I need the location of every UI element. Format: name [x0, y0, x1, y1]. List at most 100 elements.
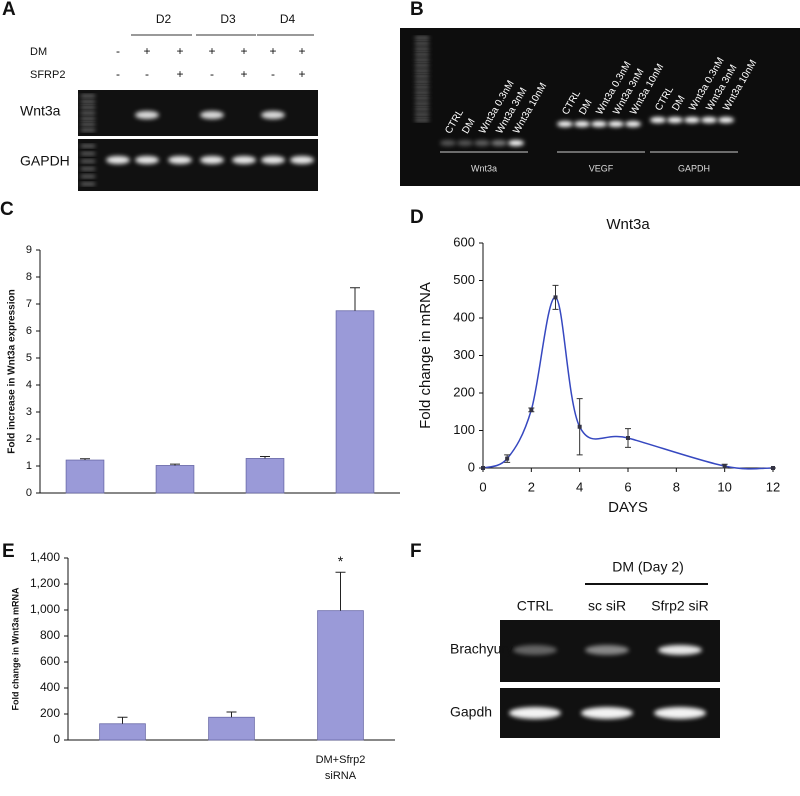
x-axis-label: DAYS: [608, 499, 648, 516]
bar: [245, 458, 285, 494]
gel-band: [232, 156, 256, 164]
gel-band: [457, 140, 473, 146]
error-bar: [80, 458, 90, 461]
bar: [208, 716, 255, 741]
gel-band: [701, 117, 717, 123]
gel-band: [474, 140, 490, 146]
group-label: GAPDH: [678, 163, 710, 173]
gel-band: [650, 117, 666, 123]
condition-sign: +: [143, 44, 150, 58]
ladder-band: [415, 97, 429, 100]
gel-band: [658, 645, 702, 655]
y-tick-label: 2: [26, 433, 32, 445]
ladder-band: [415, 47, 429, 50]
ladder-band: [81, 123, 95, 126]
ladder-band: [415, 37, 429, 39]
group-label: D2: [156, 12, 172, 26]
gel-header: DM (Day 2): [612, 559, 684, 575]
point: [626, 436, 630, 440]
y-tick-label: 5: [26, 352, 32, 364]
bar: [65, 459, 105, 494]
ladder-band: [415, 86, 429, 89]
panel-letter: F: [410, 541, 422, 562]
ladder-band: [415, 75, 429, 78]
condition-label: DM: [30, 46, 47, 58]
ladder-band: [81, 95, 95, 97]
gel-band: [513, 645, 557, 655]
ladder-band: [81, 129, 95, 131]
gel-band: [557, 121, 573, 127]
lane-label: sc siR: [588, 598, 626, 614]
y-tick-label: 0: [53, 732, 60, 746]
gel-band: [168, 156, 192, 164]
condition-sign: -: [271, 67, 275, 81]
ladder-band: [415, 42, 429, 45]
ladder-band: [415, 69, 429, 72]
y-tick-label: 9: [26, 244, 32, 256]
condition-sign: +: [269, 44, 276, 58]
condition-sign: -: [116, 67, 120, 81]
gel-band: [508, 140, 524, 146]
condition-sign: -: [116, 44, 120, 58]
point: [529, 407, 534, 412]
ladder-band: [415, 64, 429, 67]
panel-letter: D: [410, 207, 424, 228]
y-tick-label: 600: [453, 234, 475, 249]
y-tick-label: 4: [26, 379, 32, 391]
x-tick-label: 8: [673, 479, 680, 494]
gel-band: [200, 156, 224, 164]
row-label: Gapdh: [450, 704, 492, 720]
gel-band: [591, 121, 607, 127]
ladder-band: [81, 100, 95, 103]
error-bar: [335, 571, 346, 611]
y-tick-label: 1,200: [30, 576, 60, 590]
gel-band: [684, 117, 700, 123]
ladder-band: [415, 53, 429, 56]
x-tick-label: 4: [576, 479, 583, 494]
group-label: D3: [220, 12, 236, 26]
ladder-band: [81, 183, 95, 185]
bar: [317, 610, 364, 741]
gel-band: [261, 111, 285, 119]
error-bar: [170, 463, 180, 466]
ladder-band: [81, 152, 95, 155]
ladder-band: [415, 91, 429, 94]
y-axis-label: Fold change in Wnt3a mRNA: [10, 587, 20, 711]
row-label: Wnt3a: [20, 103, 61, 119]
y-tick-label: 200: [40, 706, 60, 720]
point: [722, 464, 727, 469]
ladder-band: [415, 119, 429, 121]
y-tick-label: 100: [453, 422, 475, 437]
condition-sign: +: [240, 44, 247, 58]
ladder-band: [81, 106, 95, 109]
condition-sign: +: [176, 44, 183, 58]
gel-band: [135, 111, 159, 119]
label-line: siRNA: [325, 770, 357, 782]
gel-band: [290, 156, 314, 164]
y-axis-label: Fold change in mRNA: [417, 282, 434, 429]
condition-sign: -: [210, 67, 214, 81]
ladder-band: [415, 102, 429, 105]
gel-band: [667, 117, 683, 123]
y-tick-label: 1,400: [30, 550, 60, 564]
y-tick-label: 1: [26, 460, 32, 472]
y-tick-label: 0: [468, 459, 475, 474]
group-label: D4: [280, 12, 296, 26]
annotation: *: [338, 553, 344, 569]
error-bar: [260, 456, 270, 459]
y-tick-label: 400: [453, 309, 475, 324]
y-axis-label: Fold increase in Wnt3a expression: [7, 289, 18, 454]
x-tick-label: DM+Sfrp2 siRNA: [316, 754, 366, 782]
gel-band: [491, 140, 507, 146]
group-label: Wnt3a: [471, 163, 497, 173]
point: [553, 295, 558, 300]
panel-letter: E: [2, 541, 15, 562]
ladder-band: [415, 58, 429, 61]
condition-sign: +: [176, 67, 183, 81]
point: [771, 466, 775, 470]
x-tick-label: 10: [717, 479, 731, 494]
y-tick-label: 8: [26, 271, 32, 283]
y-tick-label: 300: [453, 347, 475, 362]
error-bar: [350, 287, 360, 311]
x-tick-label: 0: [479, 479, 486, 494]
